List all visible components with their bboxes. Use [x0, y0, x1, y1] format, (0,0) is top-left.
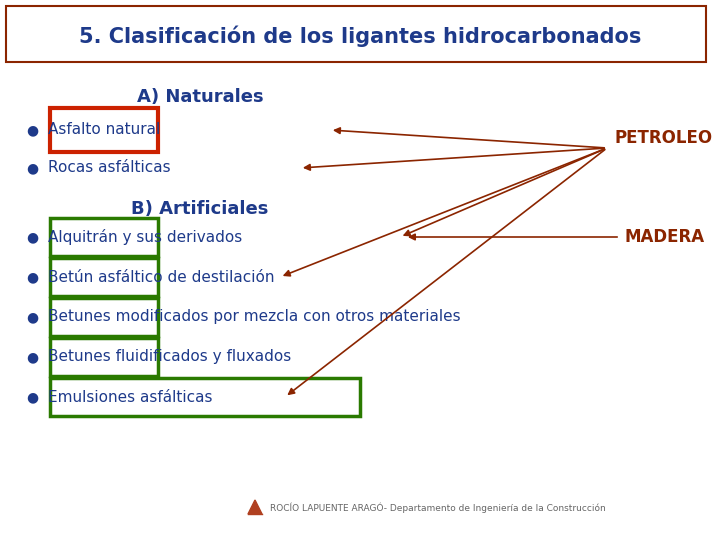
- Text: Betunes modificados por mezcla con otros materiales: Betunes modificados por mezcla con otros…: [48, 309, 461, 325]
- Polygon shape: [248, 500, 262, 514]
- Text: Emulsiones asfálticas: Emulsiones asfálticas: [48, 389, 212, 404]
- Text: ●: ●: [26, 310, 38, 324]
- Text: Rocas asfálticas: Rocas asfálticas: [48, 160, 171, 176]
- Text: A) Naturales: A) Naturales: [137, 88, 264, 106]
- Text: ROCÍO LAPUENTE ARAGÓ- Departamento de Ingeniería de la Construcción: ROCÍO LAPUENTE ARAGÓ- Departamento de In…: [270, 503, 606, 513]
- Text: ●: ●: [26, 350, 38, 364]
- Text: 5. Clasificación de los ligantes hidrocarbonados: 5. Clasificación de los ligantes hidroca…: [78, 25, 642, 47]
- Bar: [50, 258, 158, 296]
- Text: PETROLEO: PETROLEO: [615, 129, 713, 147]
- Text: ●: ●: [26, 123, 38, 137]
- Text: Alquitrán y sus derivados: Alquitrán y sus derivados: [48, 229, 242, 245]
- Text: Asfalto natural: Asfalto natural: [48, 123, 161, 138]
- Bar: [50, 218, 158, 256]
- Bar: [50, 378, 360, 416]
- FancyBboxPatch shape: [6, 6, 706, 62]
- Text: ●: ●: [26, 161, 38, 175]
- Bar: [50, 108, 158, 152]
- Text: ●: ●: [26, 390, 38, 404]
- Text: ●: ●: [26, 230, 38, 244]
- Bar: [50, 298, 158, 336]
- Bar: [50, 338, 158, 376]
- Text: ●: ●: [26, 270, 38, 284]
- Text: MADERA: MADERA: [625, 228, 705, 246]
- Text: Betún asfáltico de destilación: Betún asfáltico de destilación: [48, 269, 274, 285]
- Text: Betunes fluidificados y fluxados: Betunes fluidificados y fluxados: [48, 349, 292, 364]
- Text: B) Artificiales: B) Artificiales: [131, 200, 269, 218]
